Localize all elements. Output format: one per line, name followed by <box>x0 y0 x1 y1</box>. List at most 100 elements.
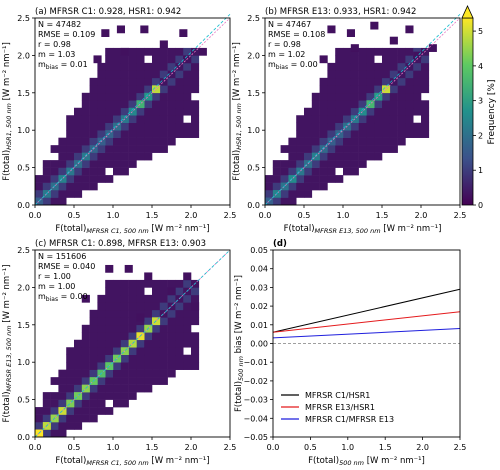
heatmap-cell <box>120 377 129 385</box>
heatmap-cell <box>159 354 168 363</box>
heatmap-cell <box>120 279 129 288</box>
heatmap-cell <box>335 152 344 161</box>
heatmap-cell <box>374 122 383 131</box>
y-tick-label: 1.5 <box>17 89 30 98</box>
heatmap-cell <box>152 339 161 348</box>
heatmap-cell <box>159 294 168 303</box>
heatmap-cell <box>128 77 137 86</box>
heatmap-cell <box>405 100 414 109</box>
heatmap-cell <box>74 182 83 191</box>
heatmap-cell <box>358 122 367 131</box>
heatmap-cell <box>159 279 168 288</box>
heatmap-cell <box>144 85 153 94</box>
heatmap-cell <box>74 369 83 378</box>
heatmap-cell <box>272 160 281 168</box>
colorbar-tick-label: 2 <box>478 131 483 140</box>
heatmap-cell <box>327 92 336 101</box>
heatmap-cell <box>319 92 328 101</box>
panel-title: (c) MFRSR C1: 0.898, MFRSR E13: 0.903 <box>35 239 206 249</box>
heatmap-cell <box>382 130 391 138</box>
heatmap-cell <box>335 100 344 109</box>
heatmap-cell <box>120 77 129 86</box>
heatmap-cell <box>167 347 176 356</box>
heatmap-cell <box>374 137 383 146</box>
heatmap-cell <box>35 182 44 191</box>
heatmap-cell <box>97 92 106 101</box>
heatmap-cell <box>113 347 122 356</box>
heatmap-cell <box>382 107 391 116</box>
heatmap-cell <box>191 309 200 318</box>
heatmap-cell <box>74 115 83 124</box>
heatmap-cell <box>128 115 137 124</box>
heatmap-cell <box>183 332 192 341</box>
heatmap-cell <box>304 167 313 176</box>
heatmap-cell <box>183 107 192 116</box>
heatmap-cell <box>296 152 305 161</box>
x-tick-label: 1.5 <box>146 211 159 220</box>
heatmap-cell <box>128 85 137 94</box>
heatmap-cell <box>113 362 122 370</box>
panel-d: 0.0 0.5 1.0 1.5 2.0 2.5 −0.05 −0.04 −0.03 −0.02 −0… <box>234 239 466 467</box>
heatmap-cell <box>358 47 367 56</box>
heatmap-cell <box>74 167 83 176</box>
heatmap-cell <box>167 77 176 86</box>
heatmap-cell <box>136 122 145 131</box>
heatmap-cell <box>198 47 207 56</box>
y-tick-label: 0.0 <box>17 433 30 442</box>
heatmap-cell <box>101 29 110 37</box>
heatmap-cell <box>113 152 122 161</box>
heatmap-diagonal-cell <box>304 160 313 168</box>
heatmap-cell <box>97 107 106 116</box>
heatmap-cell <box>144 70 153 79</box>
x-tick-label: 2.5 <box>454 443 467 452</box>
heatmap-cell <box>413 130 422 138</box>
heatmap-cell <box>288 145 297 153</box>
heatmap-cell <box>159 92 168 101</box>
heatmap-cell <box>175 302 184 311</box>
heatmap-cell <box>120 100 129 109</box>
heatmap-cell <box>58 377 67 385</box>
x-axis-label: F(total)MFRSR C1, 500 nm [W m⁻² nm⁻¹] <box>55 456 209 467</box>
heatmap-cell <box>66 407 75 415</box>
heatmap-cell <box>358 130 367 138</box>
heatmap-cell <box>343 115 352 124</box>
heatmap-cell <box>296 122 305 131</box>
heatmap-cell <box>136 55 145 64</box>
x-axis-label: F(total)MFRSR E13, 500 nm [W m⁻² nm⁻¹] <box>284 224 442 235</box>
heatmap-cell <box>389 100 398 109</box>
heatmap-cell <box>136 145 145 153</box>
heatmap-cell <box>421 85 430 94</box>
heatmap-cell <box>304 175 313 183</box>
series-line <box>272 288 461 333</box>
heatmap-cell <box>120 107 129 116</box>
heatmap-cell <box>105 175 114 183</box>
panel-b: 0.0 0.5 1.0 1.5 2.0 2.5 0.0 0.5 1.0 1.5 2.0 2.5 (b) … <box>232 7 466 235</box>
heatmap-cell <box>175 115 184 124</box>
x-tick-label: 2.5 <box>224 211 237 220</box>
heatmap-cell <box>128 354 137 363</box>
heatmap-cell <box>350 145 359 153</box>
heatmap-cell <box>280 190 289 198</box>
y-tick-label: 1.5 <box>17 321 30 330</box>
heatmap-cell <box>374 145 383 153</box>
heatmap-cell <box>159 40 168 49</box>
heatmap-cell <box>191 354 200 363</box>
x-tick-label: 1.0 <box>337 211 350 220</box>
heatmap-cell <box>272 182 281 191</box>
y-tick-label: 0.00 <box>250 340 268 349</box>
heatmap-cell <box>113 332 122 341</box>
axes-frame <box>34 249 231 438</box>
heatmap-cell <box>319 137 328 146</box>
heatmap-cell <box>304 137 313 146</box>
heatmap-cell <box>159 85 168 94</box>
heatmap-cell <box>370 21 379 30</box>
heatmap-cell <box>389 145 398 153</box>
heatmap-cell <box>389 77 398 86</box>
heatmap-cell <box>296 182 305 191</box>
heatmap-cell <box>327 115 336 124</box>
heatmap-cell <box>389 122 398 131</box>
heatmap-cell <box>89 392 98 400</box>
heatmap-cell <box>397 85 406 94</box>
heatmap-cell <box>144 100 153 109</box>
heatmap-cell <box>319 122 328 131</box>
